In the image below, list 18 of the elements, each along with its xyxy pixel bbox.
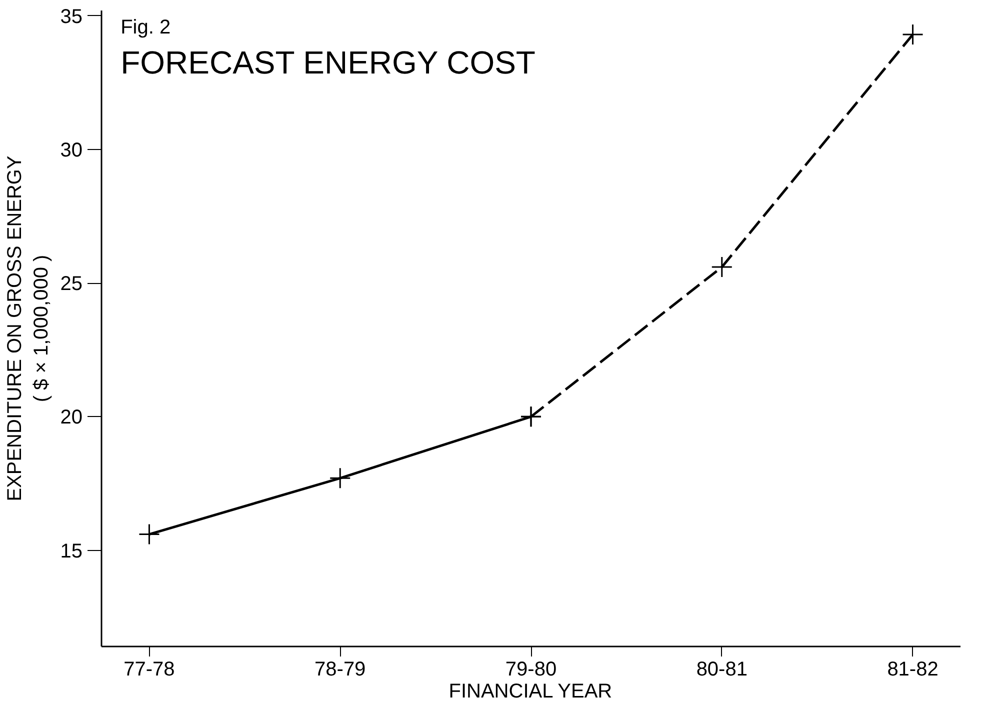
point bbox=[902, 24, 924, 46]
point bbox=[329, 467, 351, 489]
x-tick-label: 79-80 bbox=[505, 658, 557, 680]
y-axis-title: EXPENDITURE ON GROSS ENERGY ( $ × 1,000,000 ) bbox=[4, 156, 52, 502]
y-tick-label: 35 bbox=[60, 6, 83, 28]
y-tick-label: 30 bbox=[60, 139, 83, 162]
point bbox=[138, 524, 160, 546]
y-tick-label: 25 bbox=[60, 273, 83, 296]
x-tick-label: 81-82 bbox=[887, 658, 938, 680]
x-tick-label: 77-78 bbox=[124, 658, 175, 680]
x-tick-label: 80-81 bbox=[696, 658, 748, 680]
x-tick-label: 78-79 bbox=[314, 658, 366, 680]
y-tick-label: 15 bbox=[60, 540, 83, 562]
point bbox=[711, 256, 733, 278]
x-axis-title: FINANCIAL YEAR bbox=[448, 680, 612, 702]
text: FORECAST ENERGY COST bbox=[120, 44, 536, 80]
y-tick-label: 20 bbox=[60, 406, 83, 429]
annotation: Fig. 2 bbox=[120, 16, 171, 38]
